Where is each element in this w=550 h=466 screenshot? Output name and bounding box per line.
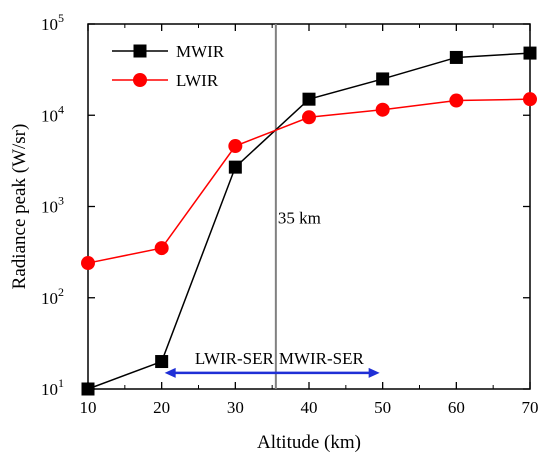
mwir-point bbox=[523, 46, 537, 60]
lwir-point bbox=[228, 139, 243, 154]
x-tick-label: 40 bbox=[301, 398, 318, 417]
mwir-point bbox=[302, 92, 316, 106]
y-tick-label: 102 bbox=[41, 285, 64, 308]
y-tick-label: 103 bbox=[41, 194, 64, 217]
mwir-point bbox=[376, 72, 390, 86]
y-tick-label: 101 bbox=[41, 376, 64, 399]
legend-label-mwir: MWIR bbox=[176, 42, 225, 61]
x-tick-label: 20 bbox=[153, 398, 170, 417]
x-tick-label: 10 bbox=[80, 398, 97, 417]
y-tick-label: 104 bbox=[41, 102, 64, 125]
lwir-point bbox=[375, 102, 390, 117]
mwir-ser-label: MWIR-SER bbox=[279, 349, 365, 368]
mwir-point bbox=[81, 382, 95, 396]
annotations: 35 km LWIR-SER MWIR-SER bbox=[164, 24, 380, 389]
legend: MWIR LWIR bbox=[112, 42, 225, 90]
arrow-head-left-icon bbox=[164, 367, 176, 378]
plot-area bbox=[87, 23, 531, 390]
lwir-point bbox=[302, 110, 316, 125]
data-series bbox=[81, 46, 537, 396]
lwir-point bbox=[81, 256, 95, 271]
series-lwir bbox=[81, 92, 537, 271]
legend-marker-mwir bbox=[133, 44, 147, 58]
legend-marker-lwir bbox=[133, 73, 147, 87]
x-tick-label: 30 bbox=[227, 398, 244, 417]
x-tick-label: 50 bbox=[374, 398, 391, 417]
arrow-head-right-icon bbox=[368, 367, 380, 378]
x-tick-label: 60 bbox=[448, 398, 465, 417]
y-tick-label: 105 bbox=[41, 11, 64, 34]
plot-frame bbox=[87, 23, 531, 390]
series-mwir bbox=[81, 46, 537, 396]
legend-label-lwir: LWIR bbox=[176, 71, 219, 90]
mwir-point bbox=[228, 160, 242, 174]
x-tick-label: 70 bbox=[522, 398, 539, 417]
axis-ticks: 10 20 30 40 50 60 70 101 102 103 104 105 bbox=[41, 11, 539, 417]
lwir-point bbox=[154, 241, 169, 256]
lwir-ser-label: LWIR-SER bbox=[195, 349, 275, 368]
mwir-point bbox=[449, 50, 463, 64]
lwir-point bbox=[449, 93, 464, 108]
threshold-label: 35 km bbox=[278, 209, 321, 228]
lwir-point bbox=[523, 92, 537, 107]
y-axis-title: Radiance peak (W/sr) bbox=[9, 124, 30, 290]
mwir-point bbox=[155, 355, 169, 369]
x-axis-title: Altitude (km) bbox=[257, 432, 361, 453]
